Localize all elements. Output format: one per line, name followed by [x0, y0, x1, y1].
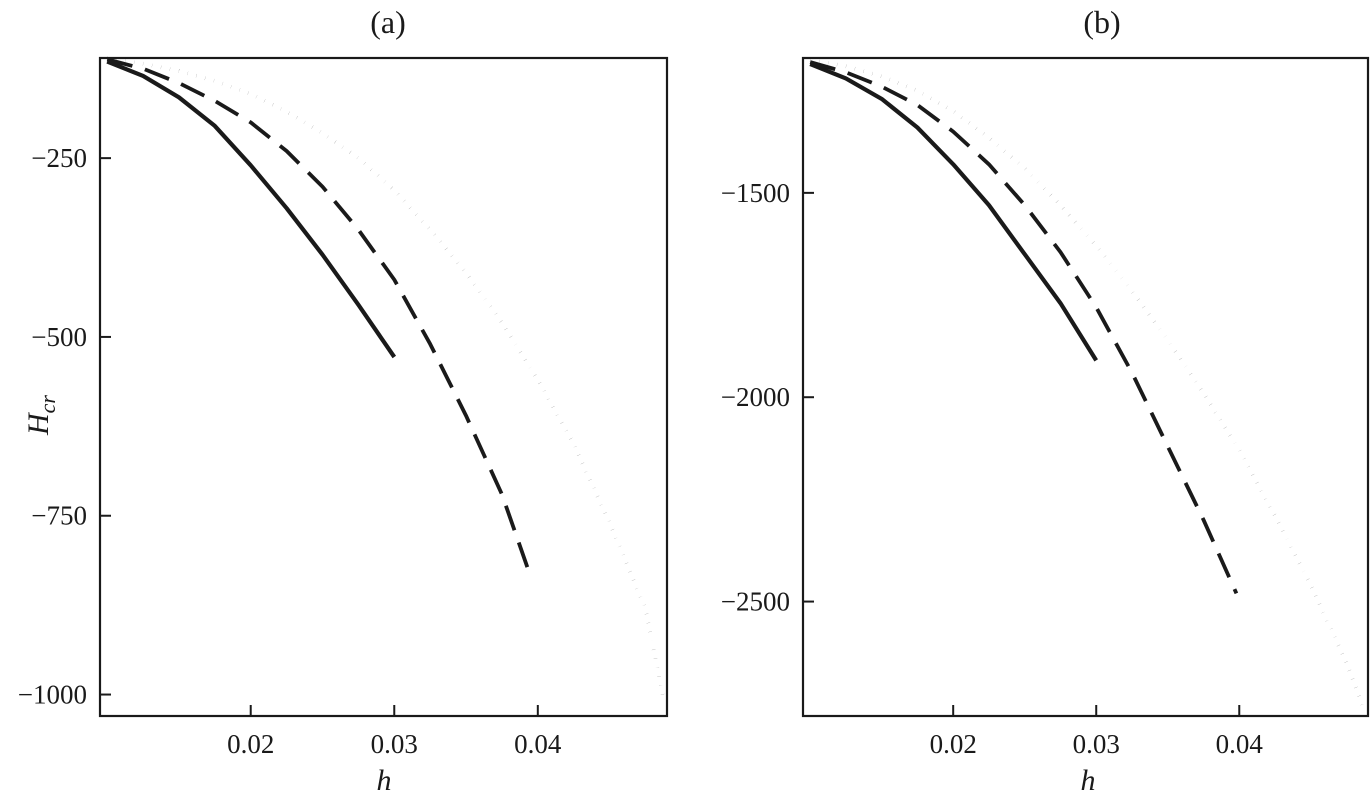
panel-a-title: (a) [370, 4, 406, 40]
panel-b-ticks: 0.02 0.03 0.04 −1500 −2000 −2500 [721, 178, 1264, 759]
x-tick-label: 0.02 [930, 729, 977, 759]
y-tick-label: −250 [31, 143, 87, 173]
x-tick-label: 0.03 [371, 729, 418, 759]
panel-a: (a) 0.02 0.03 0.04 −250 −500 −750 −1000 h Hcr [18, 4, 669, 797]
panel-b: (b) 0.02 0.03 0.04 −1500 −2000 −2500 h [721, 4, 1370, 797]
series-solid-line [106, 59, 397, 359]
y-tick-label: −1000 [18, 680, 87, 710]
y-tick-label: −2500 [721, 587, 790, 617]
panel-b-series [809, 58, 1367, 713]
panel-b-xlabel: h [1081, 764, 1096, 797]
panel-b-title: (b) [1083, 4, 1120, 40]
series-dashed-line [809, 60, 1239, 595]
x-tick-label: 0.02 [227, 729, 274, 759]
series-dotted-line [809, 58, 1367, 713]
series-dashed-line [106, 57, 533, 578]
y-tick-label: −750 [31, 501, 87, 531]
panel-b-plot-frame [801, 56, 1370, 718]
series-solid-line [809, 62, 1098, 362]
x-tick-label: 0.04 [514, 729, 562, 759]
panel-a-ylabel-main: H [22, 411, 55, 436]
panel-a-ticks: 0.02 0.03 0.04 −250 −500 −750 −1000 [18, 143, 562, 759]
y-tick-label: −1500 [721, 178, 790, 208]
y-tick-label: −500 [31, 322, 87, 352]
x-tick-label: 0.04 [1216, 729, 1264, 759]
y-tick-label: −2000 [721, 382, 790, 412]
panel-a-ylabel: Hcr [22, 395, 60, 436]
panel-a-xlabel: h [377, 764, 392, 797]
panel-a-ylabel-sub: cr [35, 395, 60, 414]
panel-a-plot-frame [98, 56, 669, 718]
series-dotted-line [106, 56, 666, 703]
panel-a-series [106, 56, 666, 703]
x-tick-label: 0.03 [1073, 729, 1120, 759]
